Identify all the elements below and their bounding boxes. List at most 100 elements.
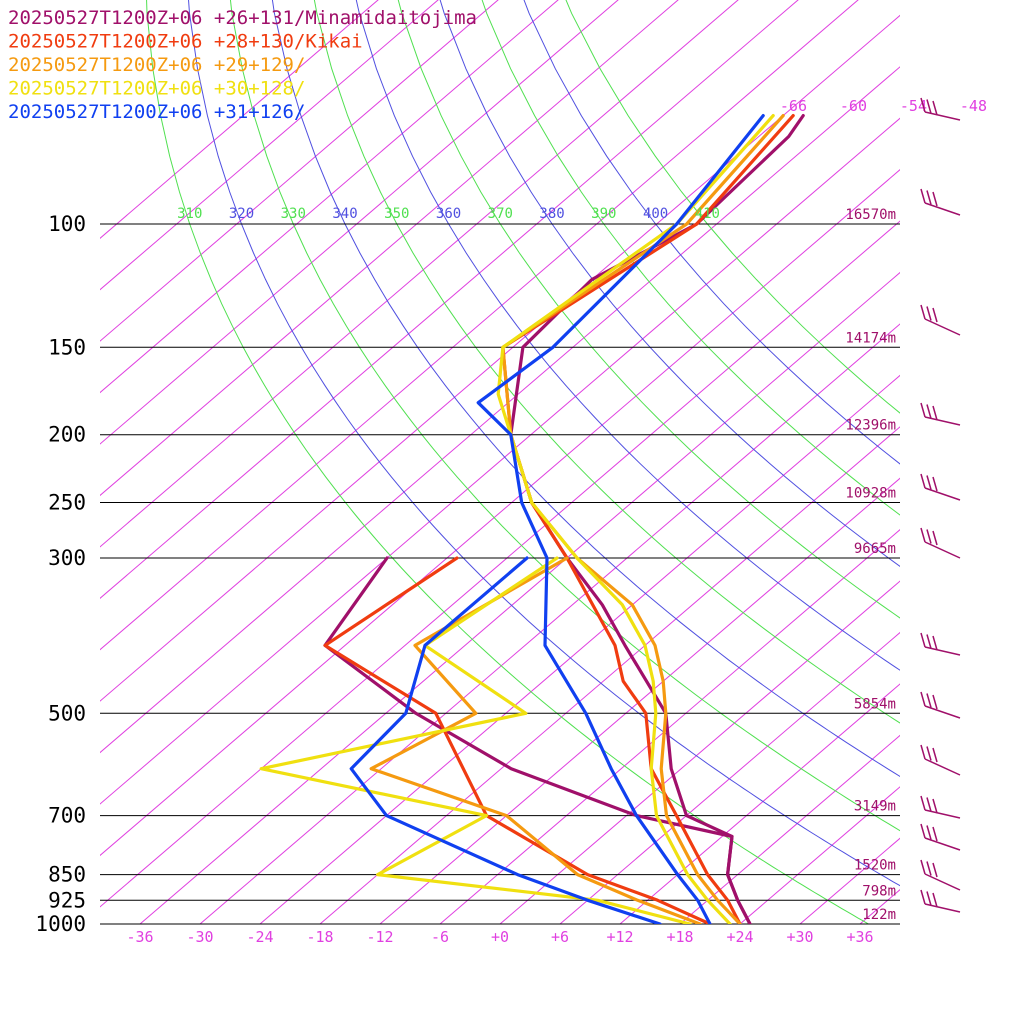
x-tick-label: +18 [666, 928, 693, 946]
series-dewpoint-line [259, 556, 692, 924]
wind-barb-flag [926, 404, 932, 419]
height-label: 16570m [845, 207, 896, 223]
wind-barb-flag [920, 188, 926, 204]
pressure-label: 100 [48, 212, 86, 236]
wind-barb-flag [926, 861, 932, 876]
wind-barb-flag [932, 191, 938, 207]
wind-barb-shaft [924, 318, 961, 336]
isotherm-line [199, 323, 900, 924]
isotherm-line [100, 66, 900, 754]
isobar-layer [100, 223, 900, 925]
wind-barb [920, 889, 961, 913]
wind-barb-flag [926, 306, 932, 321]
grid-layer [100, 0, 1024, 924]
isotherm-line [259, 374, 900, 924]
height-label: 5854m [854, 696, 896, 712]
wind-barb-flag [926, 190, 932, 205]
legend-entry: 20250527T1200Z+06 +26+131/Minamidaitojim… [8, 7, 477, 29]
isotherm-line [799, 837, 900, 924]
wind-barb-flag [920, 304, 926, 320]
isotherm-line [100, 0, 499, 342]
theta-label: 310 [177, 206, 202, 222]
series-temperature-line [476, 113, 765, 924]
theta-line [397, 0, 900, 619]
wind-barb-shaft [924, 837, 961, 851]
wind-barb-flag [920, 473, 926, 489]
isotherm-line [739, 786, 900, 924]
isotherm-line [319, 426, 900, 924]
theta-line [146, 0, 869, 924]
pressure-label: 150 [48, 335, 86, 359]
isotherm-line [619, 683, 900, 924]
legend-entry: 20250527T1200Z+06 +30+128/ [8, 78, 305, 100]
isotherm-line [100, 169, 900, 857]
wind-barb-flag [932, 307, 938, 323]
wind-barb [920, 304, 961, 336]
wind-barb-flag [920, 795, 926, 811]
wind-barb [920, 744, 961, 776]
height-label: 10928m [845, 486, 896, 502]
theta-label: 370 [488, 206, 513, 222]
wind-barb-shaft [924, 202, 961, 216]
x-tick-label: -36 [126, 928, 153, 946]
wind-barb-flag [926, 475, 932, 490]
wind-barb-flag [932, 530, 938, 546]
wind-barb-flag [932, 826, 938, 842]
wind-barb [920, 795, 961, 819]
x-tick-label: -24 [246, 928, 273, 946]
theta-label: 340 [332, 206, 357, 222]
legend-entry: 20250527T1200Z+06 +28+130/Kikai [8, 31, 363, 53]
pressure-label: 500 [48, 701, 86, 725]
wind-barb-flag [926, 529, 932, 544]
theta-label: 320 [229, 206, 254, 222]
isotherm-line [439, 529, 900, 924]
legend: 20250527T1200Z+06 +26+131/Minamidaitojim… [8, 7, 477, 123]
wind-barb-flag [920, 691, 926, 707]
wind-barb-flag [926, 634, 932, 649]
height-label: 9665m [854, 541, 896, 557]
wind-barb-flag [926, 99, 932, 114]
theta-label: 400 [643, 206, 668, 222]
wind-barb [920, 402, 961, 426]
wind-barb-shaft [924, 487, 961, 501]
isotherm-line [559, 631, 900, 924]
isotherm-line [100, 0, 679, 497]
theta-label: 330 [281, 206, 306, 222]
wind-barb [920, 859, 961, 891]
wind-barb-flag [926, 825, 932, 840]
isotherm-line [100, 0, 559, 394]
wind-barb-shaft [924, 541, 961, 559]
isotherm-line [100, 14, 900, 702]
wind-barb-flag [920, 889, 926, 905]
wind-barb-flag [920, 97, 926, 113]
series-temperature-line [496, 113, 775, 924]
wind-barb-flag [926, 746, 932, 761]
x-tick-label: +6 [551, 928, 569, 946]
x-tick-label: +24 [726, 928, 753, 946]
isotherm-line [920, 0, 1024, 924]
series-temperature-line [501, 113, 785, 924]
height-label: 14174m [845, 330, 896, 346]
x-tick-label: -6 [431, 928, 449, 946]
wind-barb-flag [920, 823, 926, 839]
wind-barb [920, 97, 961, 121]
wind-barb [920, 691, 961, 719]
isotherm-line [679, 734, 900, 924]
wind-barb-flag [932, 694, 938, 710]
isotherm-line [980, 0, 1024, 924]
height-label: 12396m [845, 418, 896, 434]
isotherm-label: -66 [780, 97, 807, 115]
wind-barb [920, 823, 961, 851]
wind-barb-shaft [924, 705, 961, 719]
wind-barb-column [920, 97, 961, 913]
x-tick-label: +36 [846, 928, 873, 946]
wind-barb-flag [932, 892, 938, 908]
pressure-label: 925 [48, 888, 86, 912]
pressure-label: 850 [48, 863, 86, 887]
legend-entry: 20250527T1200Z+06 +29+129/ [8, 54, 305, 76]
wind-barb [920, 632, 961, 656]
pressure-label: 200 [48, 423, 86, 447]
wind-barb-flag [920, 402, 926, 418]
isotherm-line [139, 271, 900, 924]
